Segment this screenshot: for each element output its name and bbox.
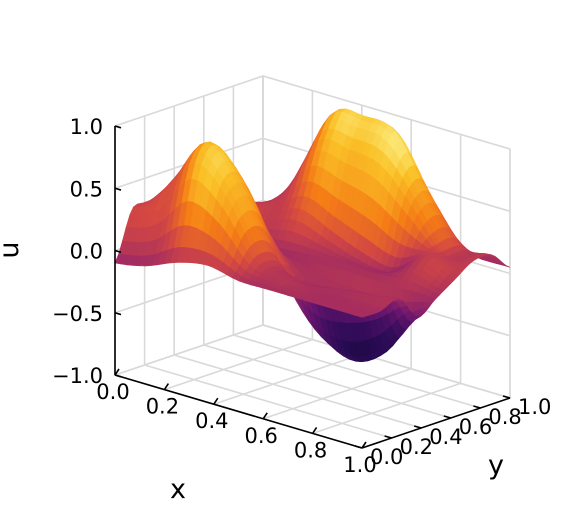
y-tick-label: 0.8: [488, 405, 521, 429]
grid-line: [114, 75, 511, 150]
grid-line: [144, 364, 392, 439]
grid-line: [164, 338, 313, 391]
z-tick-label: 1.0: [70, 115, 103, 139]
z-tick-label: 0.5: [70, 177, 103, 201]
y-tick-mark: [354, 445, 363, 449]
grid-line: [203, 344, 452, 419]
x-tick-label: 1.0: [343, 453, 376, 477]
x-tick-label: 0.6: [244, 424, 277, 448]
x-tick-mark: [114, 368, 120, 376]
y-tick-mark: [413, 425, 422, 429]
x-tick-label: 0.4: [195, 409, 228, 433]
y-tick-label: 0.0: [370, 445, 403, 469]
axes: −1.0−0.50.00.51.00.00.20.40.60.81.00.00.…: [52, 115, 551, 477]
z-tick-label: −1.0: [52, 364, 103, 388]
x-tick-label: 0.2: [146, 395, 179, 419]
y-tick-label: 0.4: [429, 425, 462, 449]
z-tick-mark: [114, 125, 122, 129]
x-tick-mark: [213, 397, 219, 405]
y-tick-label: 0.2: [400, 435, 433, 459]
grid-line: [312, 382, 461, 435]
surface-patch: [354, 313, 367, 318]
z-tick-mark: [114, 311, 122, 316]
z-tick-label: 0.0: [70, 240, 103, 264]
grid-line: [114, 324, 511, 399]
y-tick-label: 0.6: [459, 415, 492, 439]
grid-line: [114, 137, 511, 213]
x-tick-mark: [311, 426, 318, 434]
x-axis-label: x: [170, 474, 186, 505]
y-tick-mark: [443, 415, 452, 419]
z-tick-mark: [114, 374, 122, 378]
x-tick-mark: [361, 441, 367, 449]
z-tick-mark: [114, 187, 122, 191]
x-tick-label: 0.0: [96, 380, 129, 404]
y-tick-label: 1.0: [518, 395, 551, 419]
x-tick-label: 0.8: [294, 438, 327, 462]
x-axis-line: [114, 374, 363, 449]
grid-line: [173, 354, 422, 429]
surface: [114, 108, 511, 363]
y-tick-mark: [502, 395, 511, 399]
y-tick-mark: [384, 435, 392, 439]
y-axis-label: y: [488, 450, 504, 481]
grid-line: [262, 368, 412, 420]
grid-line: [213, 353, 363, 405]
x-tick-mark: [262, 412, 268, 420]
z-tick-label: −0.5: [52, 302, 103, 326]
grid-line: [233, 334, 481, 409]
x-tick-mark: [163, 383, 170, 391]
y-axis-line: [361, 397, 511, 449]
y-tick-mark: [473, 405, 481, 409]
z-tick-mark: [114, 249, 122, 254]
z-axis-label: u: [0, 241, 25, 258]
